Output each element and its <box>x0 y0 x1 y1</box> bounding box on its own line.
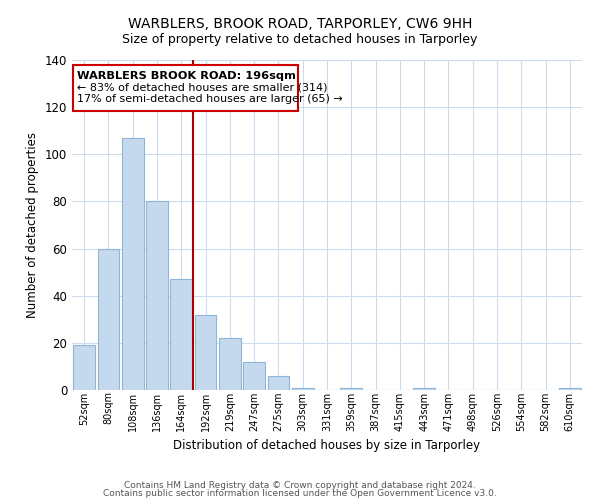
Bar <box>243 362 265 390</box>
FancyBboxPatch shape <box>73 64 298 110</box>
Text: ← 83% of detached houses are smaller (314): ← 83% of detached houses are smaller (31… <box>77 82 328 92</box>
Text: Size of property relative to detached houses in Tarporley: Size of property relative to detached ho… <box>122 32 478 46</box>
Bar <box>97 248 119 390</box>
Text: WARBLERS, BROOK ROAD, TARPORLEY, CW6 9HH: WARBLERS, BROOK ROAD, TARPORLEY, CW6 9HH <box>128 18 472 32</box>
Bar <box>146 202 168 390</box>
Bar <box>292 388 314 390</box>
Bar <box>194 314 217 390</box>
Bar <box>170 279 192 390</box>
Text: 17% of semi-detached houses are larger (65) →: 17% of semi-detached houses are larger (… <box>77 94 343 104</box>
Bar <box>413 388 435 390</box>
Bar <box>268 376 289 390</box>
X-axis label: Distribution of detached houses by size in Tarporley: Distribution of detached houses by size … <box>173 439 481 452</box>
Bar <box>219 338 241 390</box>
Text: WARBLERS BROOK ROAD: 196sqm: WARBLERS BROOK ROAD: 196sqm <box>77 70 296 81</box>
Y-axis label: Number of detached properties: Number of detached properties <box>26 132 39 318</box>
Text: Contains HM Land Registry data © Crown copyright and database right 2024.: Contains HM Land Registry data © Crown c… <box>124 480 476 490</box>
Bar <box>559 388 581 390</box>
Bar <box>122 138 143 390</box>
Bar <box>73 345 95 390</box>
Bar <box>340 388 362 390</box>
Text: Contains public sector information licensed under the Open Government Licence v3: Contains public sector information licen… <box>103 489 497 498</box>
